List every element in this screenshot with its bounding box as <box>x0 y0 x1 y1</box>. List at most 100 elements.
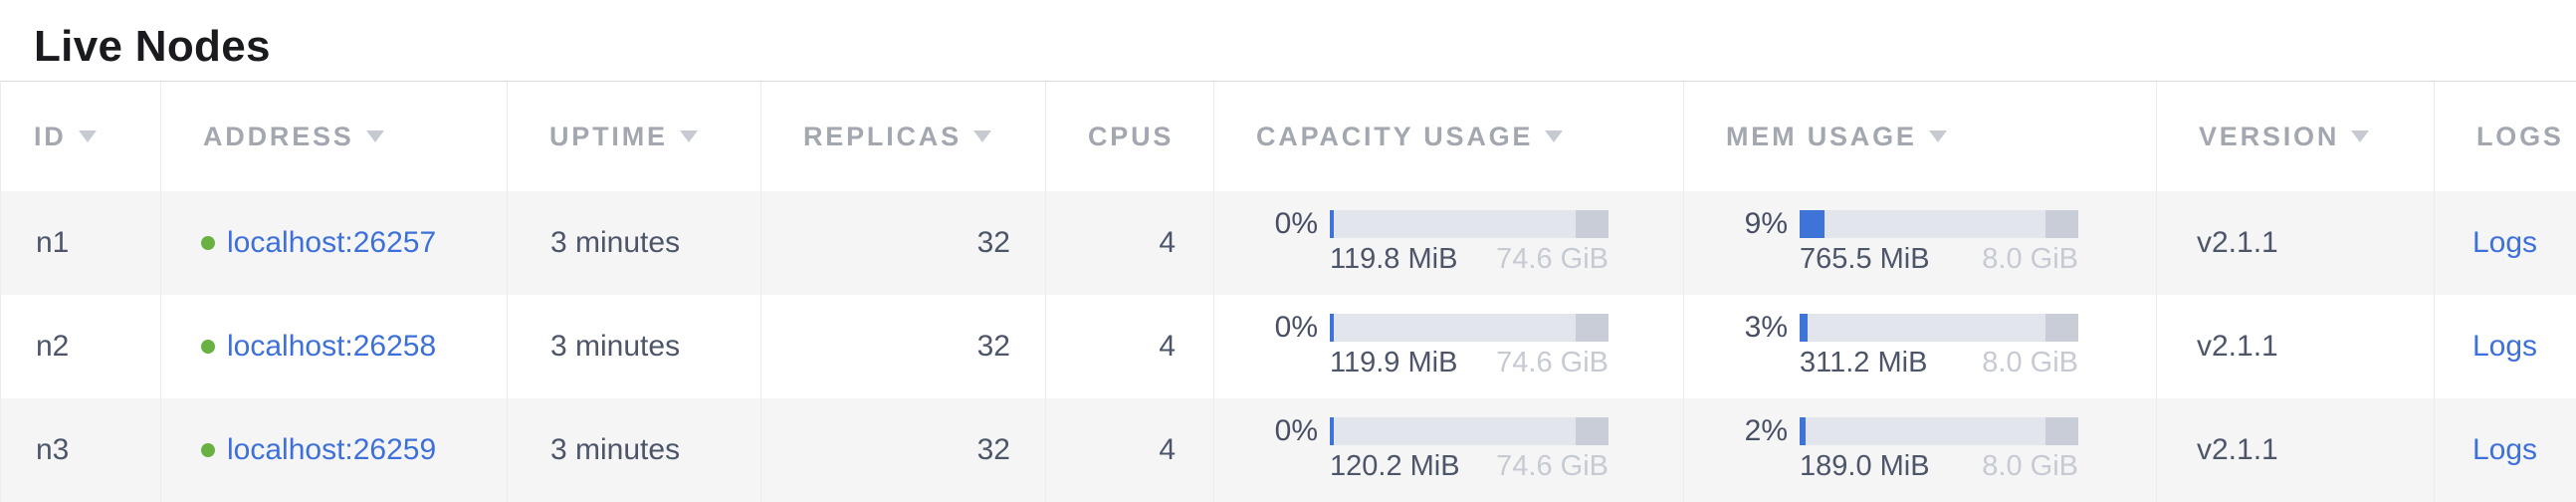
table-header-row: ID ADDRESS UPTIME REPLICAS CPUS CAPACITY USAG… <box>1 82 2576 191</box>
column-header-uptime[interactable]: UPTIME <box>507 82 760 191</box>
column-label: MEM USAGE <box>1726 121 1917 151</box>
cell-mem: 3% 311.2 MiB 8.0 GiB <box>1683 295 2156 398</box>
sort-desc-arrow-icon <box>1545 130 1564 142</box>
cell-logs: Logs <box>2434 191 2576 295</box>
mem-usage-meter: 765.5 MiB 8.0 GiB <box>1800 210 2078 276</box>
cell-mem: 9% 765.5 MiB 8.0 GiB <box>1683 191 2156 295</box>
node-cpus: 4 <box>1159 330 1176 363</box>
capacity-usage-bar <box>1330 417 1609 445</box>
node-id: n1 <box>36 226 70 259</box>
cell-cpus: 4 <box>1045 398 1213 502</box>
bar-reserved-segment <box>2045 417 2078 445</box>
node-row-n1: n1 localhost:26257 3 minutes 32 4 0% 119.8 MiB… <box>1 191 2576 295</box>
cell-capacity: 0% 119.9 MiB 74.6 GiB <box>1213 295 1683 398</box>
sort-desc-arrow-icon <box>2351 130 2370 142</box>
column-label: ID <box>34 121 67 151</box>
capacity-used-value: 120.2 MiB <box>1330 450 1460 482</box>
node-id: n2 <box>36 330 70 363</box>
bar-used-fill <box>1330 417 1334 445</box>
mem-percent-label: 9% <box>1744 207 1788 240</box>
mem-total-value: 8.0 GiB <box>1982 243 2078 275</box>
column-header-id[interactable]: ID <box>1 82 160 191</box>
cell-address: localhost:26258 <box>160 295 507 398</box>
node-version: v2.1.1 <box>2197 433 2278 466</box>
sort-desc-arrow-icon <box>679 130 698 142</box>
capacity-total-value: 74.6 GiB <box>1496 243 1609 275</box>
table-body: n1 localhost:26257 3 minutes 32 4 0% 119.8 MiB… <box>1 191 2576 502</box>
node-uptime: 3 minutes <box>550 330 681 363</box>
bar-used-fill <box>1330 314 1334 342</box>
column-header-replicas[interactable]: REPLICAS <box>760 82 1045 191</box>
node-live-status-icon <box>201 443 215 457</box>
node-address-link[interactable]: localhost:26258 <box>227 330 437 363</box>
mem-used-value: 765.5 MiB <box>1800 243 1930 275</box>
mem-used-value: 311.2 MiB <box>1800 347 1928 378</box>
column-label: UPTIME <box>549 121 668 151</box>
capacity-usage-meter: 119.8 MiB 74.6 GiB <box>1330 210 1609 276</box>
mem-usage-values: 311.2 MiB 8.0 GiB <box>1800 347 2078 379</box>
capacity-usage-bar <box>1330 314 1609 342</box>
capacity-total-value: 74.6 GiB <box>1496 450 1609 482</box>
node-replicas: 32 <box>976 226 1010 259</box>
column-header-address[interactable]: ADDRESS <box>160 82 507 191</box>
node-cpus: 4 <box>1159 226 1176 259</box>
mem-usage-bar <box>1800 210 2078 238</box>
bar-reserved-segment <box>1576 417 1609 445</box>
cell-uptime: 3 minutes <box>507 295 760 398</box>
mem-usage-meter: 189.0 MiB 8.0 GiB <box>1800 417 2078 483</box>
cell-cpus: 4 <box>1045 295 1213 398</box>
cell-logs: Logs <box>2434 295 2576 398</box>
node-replicas: 32 <box>976 433 1010 466</box>
cell-address: localhost:26259 <box>160 398 507 502</box>
node-logs-link[interactable]: Logs <box>2472 330 2538 363</box>
mem-usage-meter: 311.2 MiB 8.0 GiB <box>1800 314 2078 379</box>
cell-version: v2.1.1 <box>2156 191 2434 295</box>
column-label: CPUS <box>1088 121 1175 151</box>
node-cpus: 4 <box>1159 433 1176 466</box>
node-address-link[interactable]: localhost:26257 <box>227 226 437 259</box>
node-version: v2.1.1 <box>2197 226 2278 259</box>
mem-usage-values: 189.0 MiB 8.0 GiB <box>1800 450 2078 483</box>
cell-id: n2 <box>1 295 160 398</box>
bar-used-fill <box>1800 314 1809 342</box>
mem-total-value: 8.0 GiB <box>1982 347 2078 378</box>
sort-desc-arrow-icon <box>1928 130 1947 142</box>
cell-replicas: 32 <box>760 295 1045 398</box>
capacity-usage-values: 120.2 MiB 74.6 GiB <box>1330 450 1609 483</box>
sort-desc-arrow-icon <box>365 130 384 142</box>
capacity-used-value: 119.9 MiB <box>1330 347 1458 378</box>
column-header-version[interactable]: VERSION <box>2156 82 2434 191</box>
capacity-total-value: 74.6 GiB <box>1496 347 1609 378</box>
cell-cpus: 4 <box>1045 191 1213 295</box>
cell-uptime: 3 minutes <box>507 191 760 295</box>
cell-id: n3 <box>1 398 160 502</box>
live-nodes-title-bar: Live Nodes <box>0 0 2576 81</box>
column-label: LOGS <box>2476 121 2564 151</box>
cell-uptime: 3 minutes <box>507 398 760 502</box>
column-label: VERSION <box>2199 121 2340 151</box>
sort-desc-arrow-icon <box>972 130 991 142</box>
mem-usage-bar <box>1800 417 2078 445</box>
capacity-usage-values: 119.8 MiB 74.6 GiB <box>1330 243 1609 276</box>
sort-desc-arrow-icon <box>78 130 97 142</box>
column-header-mem[interactable]: MEM USAGE <box>1683 82 2156 191</box>
node-replicas: 32 <box>976 330 1010 363</box>
bar-used-fill <box>1800 210 1825 238</box>
column-label: REPLICAS <box>803 121 962 151</box>
cell-replicas: 32 <box>760 398 1045 502</box>
node-version: v2.1.1 <box>2197 330 2278 363</box>
capacity-usage-bar <box>1330 210 1609 238</box>
capacity-usage-meter: 120.2 MiB 74.6 GiB <box>1330 417 1609 483</box>
mem-usage-bar <box>1800 314 2078 342</box>
column-header-logs: LOGS <box>2434 82 2576 191</box>
node-live-status-icon <box>201 340 215 354</box>
bar-reserved-segment <box>1576 210 1609 238</box>
cell-replicas: 32 <box>760 191 1045 295</box>
node-address-link[interactable]: localhost:26259 <box>227 433 437 466</box>
column-label: CAPACITY USAGE <box>1256 121 1534 151</box>
node-row-n2: n2 localhost:26258 3 minutes 32 4 0% 119.9 MiB… <box>1 295 2576 398</box>
node-logs-link[interactable]: Logs <box>2472 433 2538 466</box>
page-title: Live Nodes <box>34 21 271 71</box>
node-logs-link[interactable]: Logs <box>2472 226 2538 259</box>
column-header-capacity[interactable]: CAPACITY USAGE <box>1213 82 1683 191</box>
